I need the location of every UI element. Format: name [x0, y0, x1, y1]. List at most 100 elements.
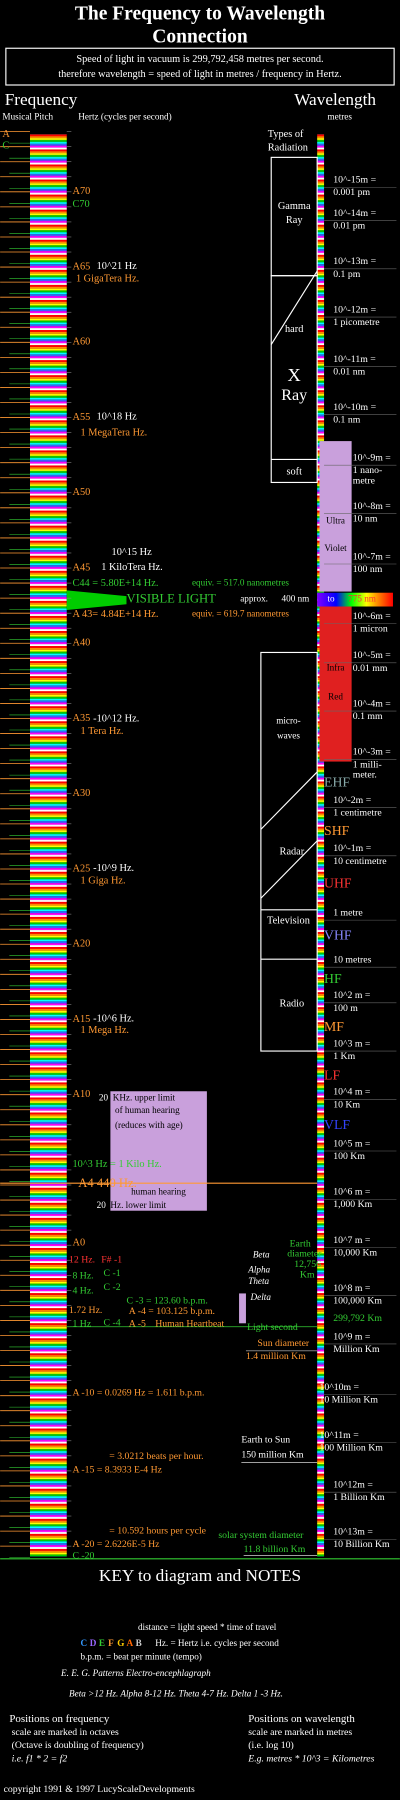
key-text: Positions on wavelength [248, 1713, 355, 1725]
wavelength-label: 1 milli- [353, 759, 382, 770]
note-letter: D [90, 1638, 97, 1648]
wavelength-label: 1 metre [333, 907, 363, 918]
xray-box [270, 275, 318, 484]
hearing-label: 20 [97, 1200, 107, 1210]
key-text: (i.e. log 10) [248, 1740, 294, 1751]
wavelength-label: 0.01 nm [333, 366, 365, 377]
band-label: SHF [324, 823, 350, 838]
band-label: MF [324, 1019, 344, 1034]
frequency-note: A 43= 4.84E+14 Hz. [72, 609, 158, 620]
low-frequency-label: 12 Hz. [69, 1254, 95, 1265]
wavelength-label: 10^-11m = [333, 354, 376, 365]
subheading: Musical Pitch [2, 111, 53, 121]
octave-ticks [0, 131, 72, 1558]
wavelength-label: 10 metres [333, 955, 371, 966]
wavelength-label: 10^-9m = [353, 453, 391, 464]
radiation-label: Ray [286, 215, 303, 226]
frequency-note: -10^6 Hz. [93, 1013, 134, 1024]
wavelength-label: 10^3 m = [333, 1038, 371, 1049]
pitch-label: A30 [72, 788, 90, 799]
wavelength-label: 1 centimetre [333, 808, 381, 819]
hearing-box [110, 1091, 207, 1211]
pitch-label: A20 [72, 939, 90, 950]
eeg-label: Delta [250, 1292, 272, 1302]
eeg-label: Alpha [247, 1265, 270, 1275]
low-frequency-label: A -20 = 2.6226E-5 Hz [72, 1539, 160, 1550]
wavelength-label: 10^-5m = [353, 650, 391, 661]
frequency-note: 1 Mega Hz. [81, 1025, 129, 1036]
wavelength-label: 10 Million Km [319, 1394, 378, 1405]
microwave-box [260, 651, 318, 1052]
low-frequency-label: F# -1 [101, 1254, 122, 1265]
wavelength-label: 10^6 m = [333, 1187, 371, 1198]
wavelength-label: 10^8 m = [333, 1283, 371, 1294]
wavelength-label: 10^-6m = [353, 611, 391, 622]
wavelength-label: 1 Billion Km [333, 1492, 385, 1503]
pitch-label: A65 [72, 261, 90, 272]
visible-wedge [66, 590, 127, 610]
hearing-label: human hearing [131, 1186, 186, 1196]
heading: Wavelength [294, 90, 376, 109]
pitch-label: A55 [72, 412, 90, 423]
wavelength-label: 1 nano- [353, 465, 383, 476]
low-frequency-label: A -4 = 103.125 b.p.m. [129, 1306, 215, 1317]
wavelength-bar [317, 134, 325, 1557]
key-text: scale are marked in metres [248, 1727, 352, 1738]
radiation-label: Ray [281, 387, 307, 404]
low-frequency-label: A -10 = 0.0269 Hz = 1.611 b.p.m. [72, 1388, 204, 1399]
wavelength-label: 10^-13m = [333, 256, 376, 267]
visible-spectrum [317, 592, 393, 607]
key-text: E.g. metres * 10^3 = Kilometres [247, 1753, 374, 1764]
note-letter: B [136, 1638, 142, 1648]
subheading: Hertz (cycles per second) [78, 111, 171, 121]
pitch-label: A60 [72, 337, 90, 348]
wavelength-label: 10^5 m = [333, 1138, 371, 1149]
hearing-label: KHz. upper limit [113, 1092, 176, 1102]
pitch-label: A15 [72, 1014, 90, 1025]
wavelength-label: 100 nm [353, 564, 383, 575]
wavelength-label: 0.01 mm [353, 663, 388, 674]
distance-label: 1.4 million Km [246, 1351, 306, 1362]
distance-label: Km [300, 1269, 315, 1280]
radiation-label: Red [328, 691, 343, 701]
key-text: b.p.m. = beat per minute (tempo) [81, 1652, 202, 1662]
wavelength-label: 10^-1m = [333, 843, 371, 854]
radiation-label: Gamma [278, 201, 311, 212]
key-text: E. E. G. Patterns Electro-encephlagraph [60, 1668, 211, 1678]
wavelength-label: 100 Million Km [319, 1443, 383, 1454]
infrared-box [319, 606, 352, 762]
pitch-label: A40 [72, 638, 90, 649]
low-frequency-label: C -1 [104, 1268, 121, 1279]
wavelength-label: 10^13m = [333, 1527, 373, 1538]
divider [270, 270, 318, 345]
wavelength-label: 10^9 m = [333, 1331, 371, 1342]
radiation-label: Radar [280, 847, 305, 858]
key-text: Hz. = Hertz i.e. cycles per second [155, 1638, 279, 1648]
low-frequency-label: C -3 = 123.60 b.p.m. [126, 1296, 207, 1307]
low-frequency-label: A -5 [129, 1319, 146, 1330]
wavelength-label: 1 micron [353, 624, 388, 635]
pitch-label: A0 [72, 1237, 85, 1248]
key-text: Beta >12 Hz. Alpha 8-12 Hz. Theta 4-7 Hz… [69, 1688, 283, 1698]
key-text: (Octave is doubling of frequency) [12, 1740, 144, 1751]
note-letter: F [108, 1638, 114, 1648]
low-frequency-label: C -4 [104, 1318, 121, 1329]
low-frequency-label: C -2 [104, 1282, 121, 1293]
wavelength-label: 10^11m = [319, 1430, 359, 1441]
frequency-note: -10^12 Hz. [93, 713, 139, 724]
radiation-label: Radiation [268, 143, 308, 154]
info: therefore wavelength = speed of light in… [58, 69, 341, 80]
distance-label: Sun diameter [257, 1338, 309, 1349]
pitch-label: A10 [72, 1089, 90, 1100]
pitch-label: C70 [72, 199, 89, 210]
wavelength-label: 100 m [333, 1003, 358, 1014]
frequency-note: equiv. = 619.7 nanometres [192, 609, 289, 619]
distance-label: Earth to Sun [241, 1435, 290, 1446]
low-frequency-label: 8 Hz. [72, 1270, 93, 1281]
divider [260, 840, 318, 899]
wavelength-label: 10^-15m = [333, 175, 376, 186]
key-text: Positions on frequency [9, 1713, 110, 1725]
wavelength-label: 10^-2m = [333, 795, 371, 806]
radiation-label: Violet [324, 543, 347, 553]
